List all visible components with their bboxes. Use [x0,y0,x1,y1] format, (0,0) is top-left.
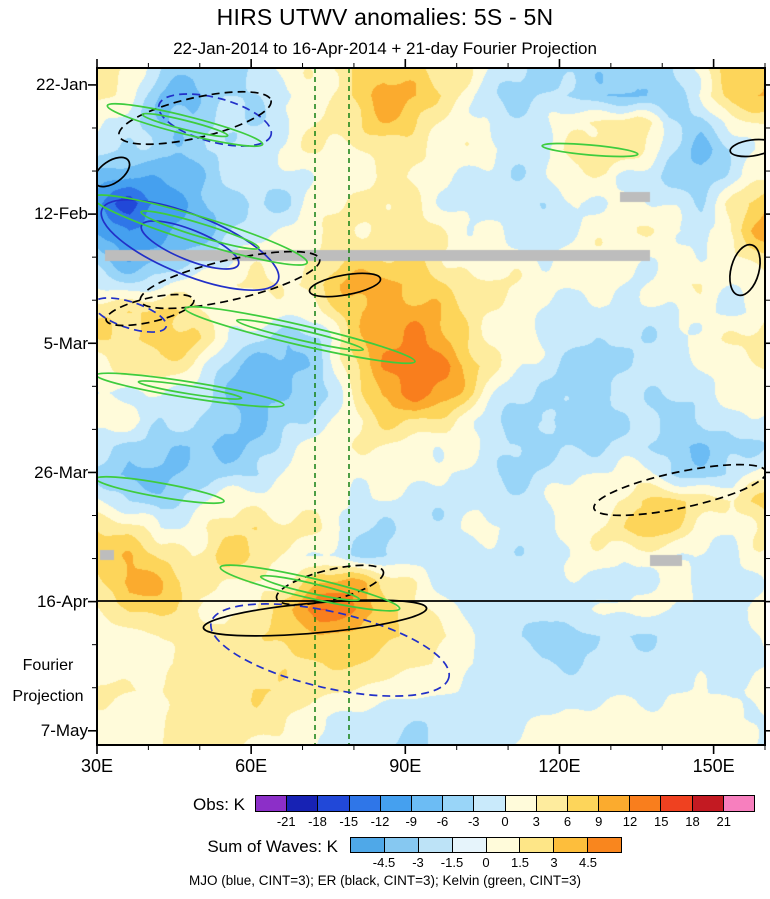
colorbar-tick-label: 9 [595,814,603,829]
colorbar-cell [587,838,621,852]
x-tick-label: 120E [538,756,581,776]
colorbar-tick-label: 15 [654,814,669,829]
colorbar-tick-label: 21 [716,814,731,829]
colorbar-tick-label: -6 [436,814,449,829]
colorbar-cell [504,796,536,811]
chart-subtitle: 22-Jan-2014 to 16-Apr-2014 + 21-day Four… [173,39,597,58]
colorbar-tick-label: 18 [685,814,700,829]
obs-colorbar: -21 -18 -15 -12 -9 -6 -3 0 3 6 9 12 15 18 21 [255,795,755,829]
colorbar-cell [317,796,349,811]
contour-legend-caption: MJO (blue, CINT=3); ER (black, CINT=3); … [189,873,581,888]
obs-colorbar-label: Obs: K [193,795,245,814]
colorbar-tick-label: 1.5 [510,855,530,870]
colorbar-tick-label: 0 [501,814,509,829]
fourier-projection-line1: Fourier [22,657,74,674]
colorbar-tick-label: -21 [276,814,296,829]
colorbar-cell [348,796,380,811]
colorbar-tick-labels: -4.5 -3 -1.5 0 1.5 3 4.5 [350,853,622,870]
y-tick-label: 5-Mar [43,333,88,353]
colorbar-cell [535,796,567,811]
colorbar-cell [383,838,418,852]
colorbar-cell [553,838,588,852]
colorbar-tick-label: -1.5 [440,855,464,870]
colorbar-tick-label: -15 [339,814,359,829]
waves-colorbar-label: Sum of Waves: K [207,837,338,856]
x-tick-label: 30E [80,756,114,776]
colorbar-tick-label: -3 [467,814,480,829]
colorbar-cells [350,837,622,853]
y-tick-label: 7-May [40,720,88,740]
colorbar-cell [451,838,486,852]
y-tick-label: 12-Feb [34,204,88,224]
colorbar-tick-labels: -21 -18 -15 -12 -9 -6 -3 0 3 6 9 12 15 18 21 [255,812,755,829]
colorbar-tick-label: -18 [308,814,327,829]
colorbar-cell [722,796,754,811]
y-tick-label: 26-Mar [34,462,88,482]
fourier-projection-label: Fourier Projection [2,650,94,712]
x-tick-label: 60E [235,756,268,776]
colorbar-tick-label: -9 [405,814,418,829]
colorbar-cell [519,838,554,852]
chart-title: HIRS UTWV anomalies: 5S - 5N [216,4,554,30]
x-tick-label: 150E [692,756,735,776]
colorbar-tick-label: 4.5 [578,855,598,870]
hovmoller-plot [88,59,770,754]
colorbar-tick-label: 6 [563,814,572,829]
colorbar-cell [629,796,661,811]
y-tick-label: 16-Apr [36,592,88,612]
colorbar-cell [286,796,318,811]
colorbar-cells [255,795,755,812]
colorbar-cell [351,838,384,852]
colorbar-cell [442,796,474,811]
colorbar-cell [473,796,505,811]
colorbar-tick-label: 3 [550,855,558,870]
colorbar-tick-label: -4.5 [372,855,396,870]
colorbar-cell [485,838,520,852]
colorbar-tick-label: 3 [532,814,540,829]
colorbar-cell [566,796,599,811]
contour-overlay [88,59,770,754]
fourier-projection-line2: Projection [12,688,84,705]
colorbar-tick-label: -3 [412,855,424,870]
colorbar-cell [598,796,630,811]
colorbar-cell [660,796,692,811]
x-tick-label: 90E [389,756,422,776]
colorbar-cell [379,796,411,811]
colorbar-cell [691,796,723,811]
y-tick-label: 22-Jan [36,74,88,94]
colorbar-tick-label: -12 [370,814,390,829]
colorbar-cell [410,796,443,811]
waves-colorbar: -4.5 -3 -1.5 0 1.5 3 4.5 [350,837,622,870]
colorbar-tick-label: 0 [482,855,490,870]
colorbar-cell [417,838,452,852]
colorbar-tick-label: 12 [622,814,638,829]
colorbar-cell [256,796,287,811]
